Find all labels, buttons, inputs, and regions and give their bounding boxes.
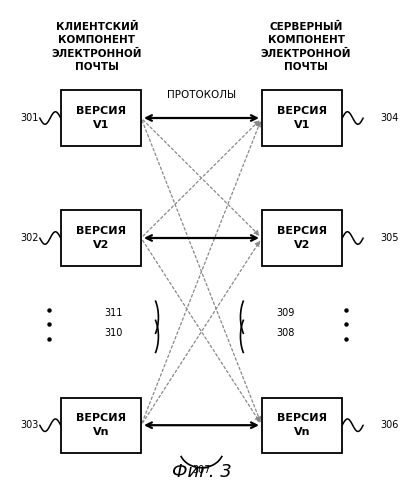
Text: 307: 307: [192, 465, 211, 475]
Text: 311: 311: [105, 308, 123, 318]
Text: ВЕРСИЯ
V2: ВЕРСИЯ V2: [76, 226, 126, 250]
Text: 304: 304: [380, 113, 398, 123]
Text: 310: 310: [105, 328, 123, 338]
Text: ВЕРСИЯ
Vn: ВЕРСИЯ Vn: [76, 413, 126, 437]
Text: 303: 303: [21, 420, 39, 430]
Bar: [262, 90, 342, 146]
Bar: [262, 398, 342, 453]
Text: ВЕРСИЯ
Vn: ВЕРСИЯ Vn: [277, 413, 327, 437]
Bar: [61, 398, 141, 453]
Text: 308: 308: [276, 328, 294, 338]
Text: ВЕРСИЯ
V1: ВЕРСИЯ V1: [277, 106, 327, 130]
Text: СЕРВЕРНЫЙ
КОМПОНЕНТ
ЭЛЕКТРОННОЙ
ПОЧТЫ: СЕРВЕРНЫЙ КОМПОНЕНТ ЭЛЕКТРОННОЙ ПОЧТЫ: [261, 22, 351, 72]
Text: 309: 309: [276, 308, 294, 318]
Text: ВЕРСИЯ
V1: ВЕРСИЯ V1: [76, 106, 126, 130]
Text: ВЕРСИЯ
V2: ВЕРСИЯ V2: [277, 226, 327, 250]
Text: Фиг. 3: Фиг. 3: [171, 464, 231, 481]
Text: 301: 301: [21, 113, 39, 123]
Text: 305: 305: [380, 233, 398, 243]
Text: 302: 302: [21, 233, 39, 243]
Text: ПРОТОКОЛЫ: ПРОТОКОЛЫ: [167, 90, 236, 101]
Text: КЛИЕНТСКИЙ
КОМПОНЕНТ
ЭЛЕКТРОННОЙ
ПОЧТЫ: КЛИЕНТСКИЙ КОМПОНЕНТ ЭЛЕКТРОННОЙ ПОЧТЫ: [52, 22, 142, 72]
Bar: [61, 210, 141, 266]
Bar: [61, 90, 141, 146]
Text: 306: 306: [380, 420, 398, 430]
Bar: [262, 210, 342, 266]
